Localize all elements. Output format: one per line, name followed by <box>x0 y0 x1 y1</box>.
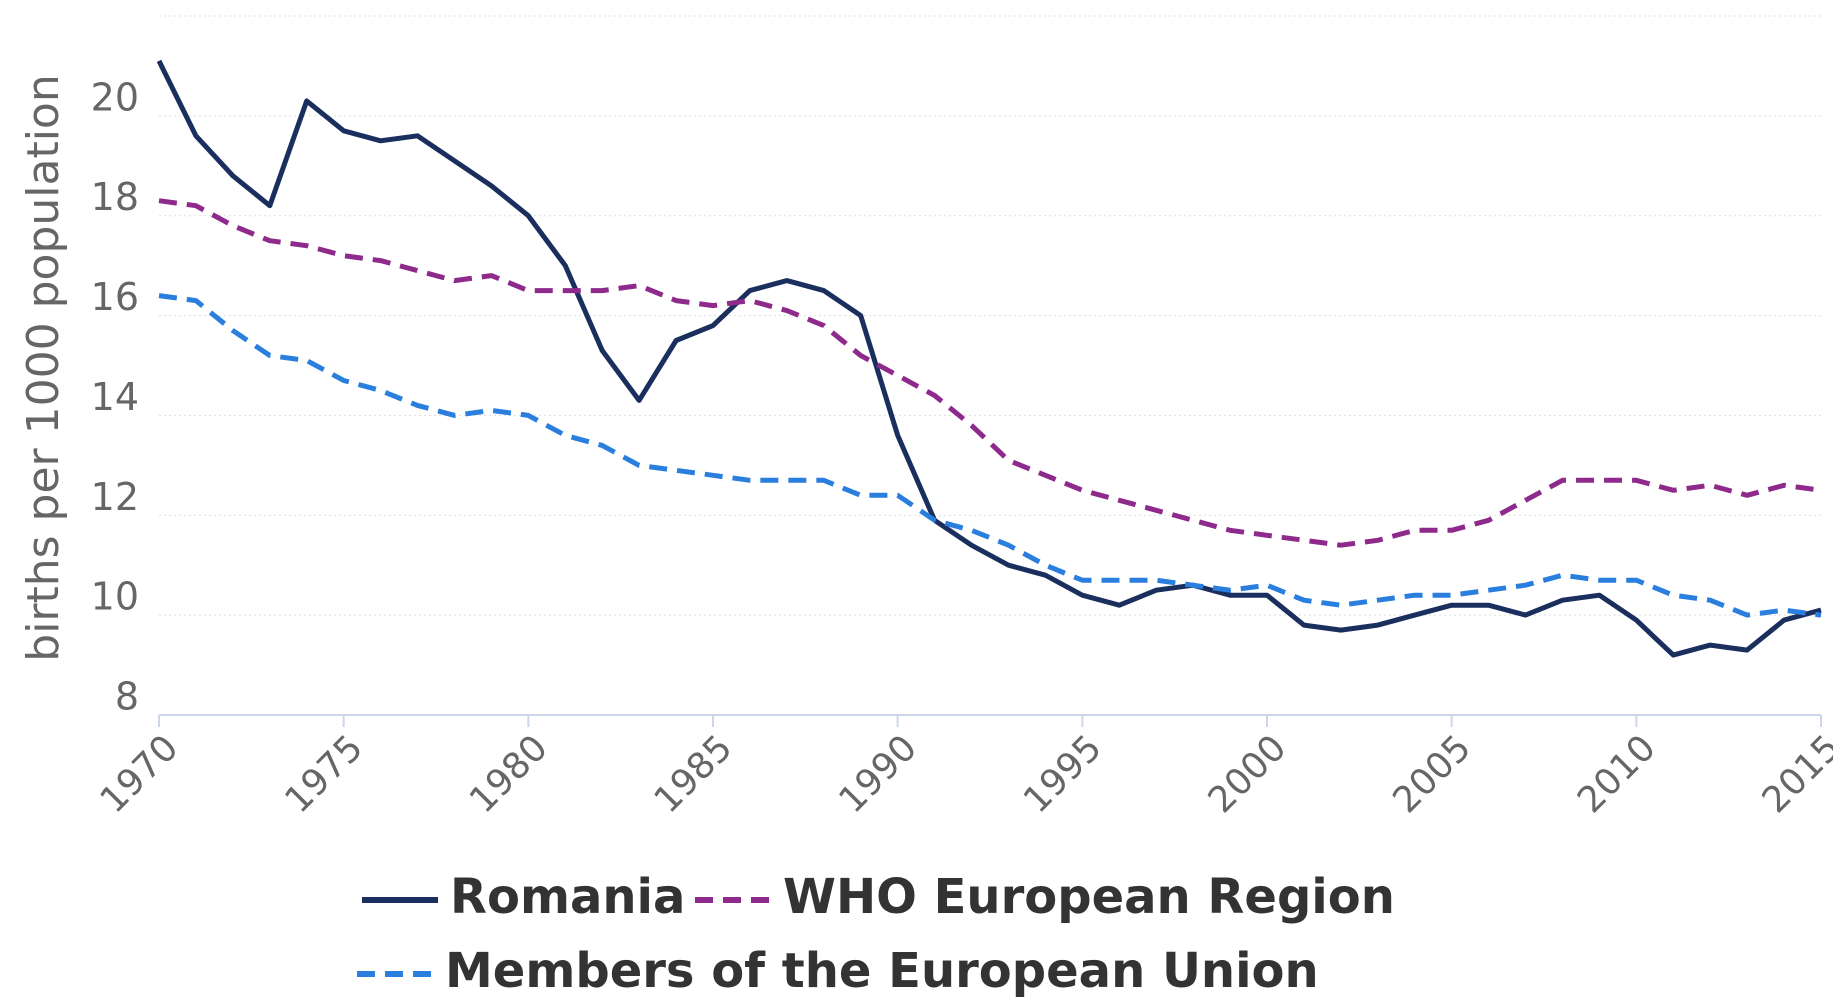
data-line <box>158 198 1822 548</box>
x-tick-label: 1980 <box>462 727 556 821</box>
y-tick-label: 14 <box>91 375 139 419</box>
y-axis-title: births per 1000 population <box>18 74 69 661</box>
data-line <box>158 293 1822 618</box>
x-tick-label: 1990 <box>831 727 925 821</box>
x-tick-label: 1985 <box>647 727 741 821</box>
y-tick-label: 8 <box>115 675 139 719</box>
y-tick-label: 18 <box>91 175 139 219</box>
legend-label: WHO European Region <box>783 869 1395 925</box>
x-tick-label: 2005 <box>1385 727 1479 821</box>
x-tick-label: 1995 <box>1016 727 1110 821</box>
x-tick-label: 2015 <box>1755 727 1833 821</box>
x-tick-label: 2010 <box>1570 727 1664 821</box>
legend-label: Romania <box>450 869 685 925</box>
y-tick-label: 12 <box>91 475 139 519</box>
data-line <box>156 59 1822 658</box>
y-tick-label: 10 <box>91 575 139 619</box>
x-tick-label: 2000 <box>1201 727 1295 821</box>
y-tick-label: 16 <box>91 275 139 319</box>
x-tick-label: 1975 <box>277 727 371 821</box>
legend-label: Members of the European Union <box>445 943 1319 999</box>
y-tick-label: 20 <box>91 75 139 119</box>
x-tick-label: 1970 <box>93 727 187 821</box>
